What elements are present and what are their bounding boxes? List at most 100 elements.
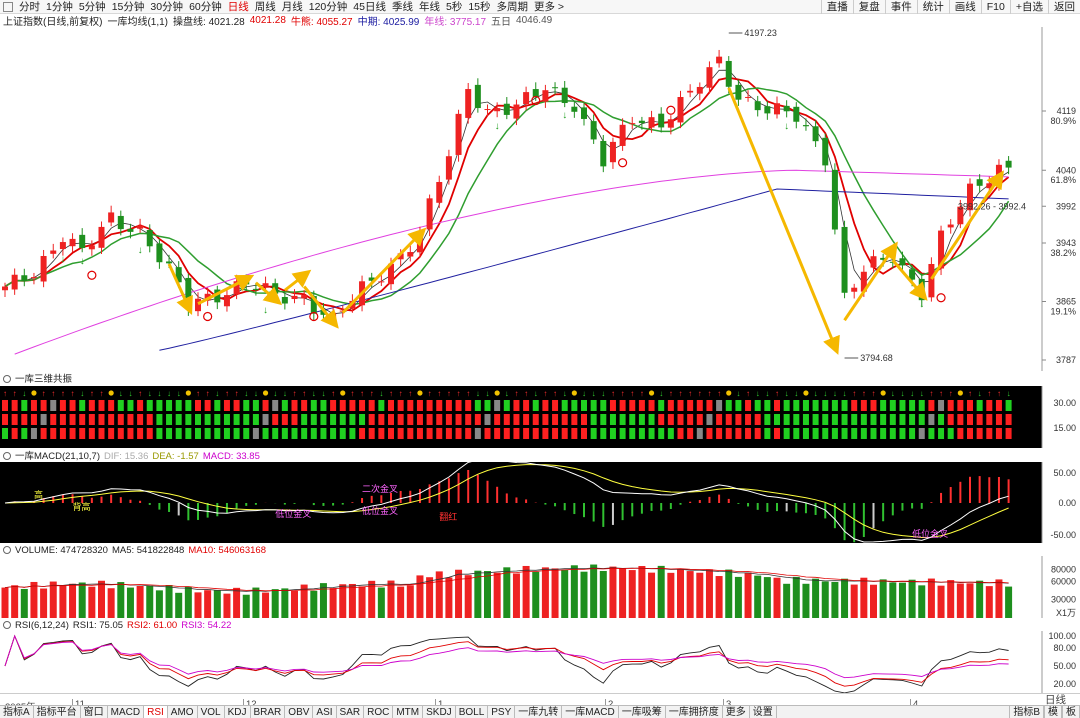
resonance-cell	[995, 400, 1002, 411]
indicator-tab-6[interactable]: VOL	[198, 705, 225, 718]
period-9[interactable]: 120分钟	[308, 1, 348, 13]
volume-bar	[88, 586, 96, 618]
indicator-tab-12[interactable]: ROC	[364, 705, 394, 718]
period-4[interactable]: 30分钟	[150, 1, 184, 13]
resonance-arrow: ↓	[659, 389, 663, 398]
period-11[interactable]: 季线	[391, 1, 413, 13]
period-6[interactable]: 日线	[227, 1, 249, 13]
indicator-tab-0[interactable]: 指标A	[0, 705, 34, 718]
resonance-arrow: ↓	[273, 389, 277, 398]
trend-arrow	[891, 259, 928, 301]
resonance-cell	[609, 428, 616, 439]
period-5[interactable]: 60分钟	[189, 1, 222, 13]
resonance-cell	[600, 414, 607, 425]
volume-bar	[812, 578, 820, 618]
volume-bar	[638, 566, 646, 618]
resonance-arrow: ↑	[987, 389, 991, 398]
resonance-cell	[774, 400, 780, 411]
right-tab-1[interactable]: 模	[1044, 705, 1062, 718]
resonance-cell	[214, 428, 221, 439]
resonance-cell	[252, 414, 259, 425]
candle-body	[812, 126, 819, 142]
resonance-arrow: ↓	[119, 389, 123, 398]
indicator-tab-7[interactable]: KDJ	[225, 705, 251, 718]
period-12[interactable]: 年线	[418, 1, 440, 13]
indicator-tab-17[interactable]: 一库九转	[515, 705, 563, 718]
indicator-tab-15[interactable]: BOLL	[456, 705, 489, 718]
toolbar-button-3[interactable]: 统计	[916, 0, 949, 14]
indicator-tab-14[interactable]: SKDJ	[423, 705, 456, 718]
resonance-cell	[889, 428, 896, 439]
resonance-cell	[822, 414, 829, 425]
resonance-cell	[629, 414, 636, 425]
indicator-tab-9[interactable]: OBV	[285, 705, 314, 718]
period-1[interactable]: 1分钟	[46, 1, 73, 13]
resonance-cell	[561, 428, 568, 439]
volume-bar	[126, 587, 134, 618]
resonance-arrow: ↓	[920, 389, 924, 398]
toolbar-button-1[interactable]: 复盘	[852, 0, 885, 14]
indicator-tab-20[interactable]: 一库拥挤度	[666, 705, 723, 718]
panel-close-icon[interactable]	[3, 621, 11, 629]
ma-indicator-name[interactable]: 一库均线(1,1)	[107, 16, 169, 28]
resonance-panel[interactable]: ↑ ↑ ↓ ↑ ↑ ↑ ↑ ↓ ↑ ↑ ↓ ↓ ↑ ↓ ↓ ↓ ↓ ↑ ↑ ↓ ↑ ↑ ↓ ↓ ↓ ↓ ↑ ↑ ↓ ↓ ↑ ↑ ↑ ↑ ↓ ↑ ↑ ↑ ↑ ↑…	[0, 386, 1080, 448]
macd-signal-label: 低位金叉	[275, 508, 311, 519]
resonance-cell	[281, 400, 288, 411]
right-tab-2[interactable]: 板	[1062, 705, 1080, 718]
period-16[interactable]: 更多 >	[534, 1, 565, 13]
toolbar-button-5[interactable]: F10	[980, 0, 1010, 14]
candle-body	[957, 206, 964, 225]
resonance-cell	[802, 400, 809, 411]
resonance-cell	[291, 428, 298, 439]
axis-label: 50.00	[1053, 468, 1076, 478]
period-13[interactable]: 5秒	[445, 1, 463, 13]
indicator-tab-1[interactable]: 指标平台	[34, 705, 81, 718]
indicator-tab-3[interactable]: MACD	[108, 705, 145, 718]
indicator-tab-13[interactable]: MTM	[393, 705, 424, 718]
toolbar-button-7[interactable]: 返回	[1048, 0, 1080, 14]
resonance-cell	[436, 400, 443, 411]
toolbar-button-6[interactable]: +自选	[1009, 0, 1048, 14]
indicator-tab-16[interactable]: PSY	[488, 705, 516, 718]
indicator-tab-10[interactable]: ASI	[313, 705, 337, 718]
resonance-cell	[79, 414, 86, 425]
indicator-tab-18[interactable]: 一库MACD	[562, 705, 619, 718]
resonance-cell	[474, 428, 481, 439]
indicator-tab-11[interactable]: SAR	[337, 705, 365, 718]
period-8[interactable]: 月线	[281, 1, 303, 13]
indicator-tab-22[interactable]: 设置	[750, 705, 777, 718]
candle-body	[542, 90, 549, 102]
indicator-tab-8[interactable]: BRAR	[251, 705, 286, 718]
resonance-arrow: ↑	[71, 389, 75, 398]
indicator-tab-21[interactable]: 更多	[723, 705, 750, 718]
panel-close-icon[interactable]	[3, 546, 11, 554]
right-tab-0[interactable]: 指标B	[1009, 705, 1044, 718]
rsi-panel[interactable]: 100.00 80.00 50.00 20.00	[0, 631, 1080, 693]
resonance-cell	[532, 414, 539, 425]
period-10[interactable]: 45日线	[353, 1, 386, 13]
period-15[interactable]: 多周期	[496, 1, 529, 13]
volume-bar	[291, 590, 298, 618]
resonance-arrow: ↑	[997, 389, 1001, 398]
volume-bar	[262, 592, 270, 618]
period-14[interactable]: 15秒	[468, 1, 491, 13]
toolbar-button-4[interactable]: 画线	[948, 0, 981, 14]
period-2[interactable]: 5分钟	[78, 1, 106, 13]
toolbar-button-2[interactable]: 事件	[884, 0, 917, 14]
resonance-cell	[532, 428, 539, 439]
volume-panel[interactable]: 80000 60000 30000 X1万	[0, 556, 1080, 618]
period-7[interactable]: 周线	[254, 1, 276, 13]
period-3[interactable]: 15分钟	[111, 1, 145, 13]
collapse-icon[interactable]	[3, 1, 13, 12]
period-0[interactable]: 分时	[19, 1, 40, 13]
indicator-tab-2[interactable]: 窗口	[81, 705, 108, 718]
indicator-tab-19[interactable]: 一库吸筹	[619, 705, 666, 718]
panel-close-icon[interactable]	[3, 375, 11, 383]
toolbar-button-0[interactable]: 直播	[820, 0, 853, 14]
panel-close-icon[interactable]	[3, 452, 11, 460]
indicator-tab-5[interactable]: AMO	[168, 705, 198, 718]
sell-arrow-icon: ↓	[495, 121, 500, 132]
indicator-tab-4[interactable]: RSI	[144, 705, 168, 718]
